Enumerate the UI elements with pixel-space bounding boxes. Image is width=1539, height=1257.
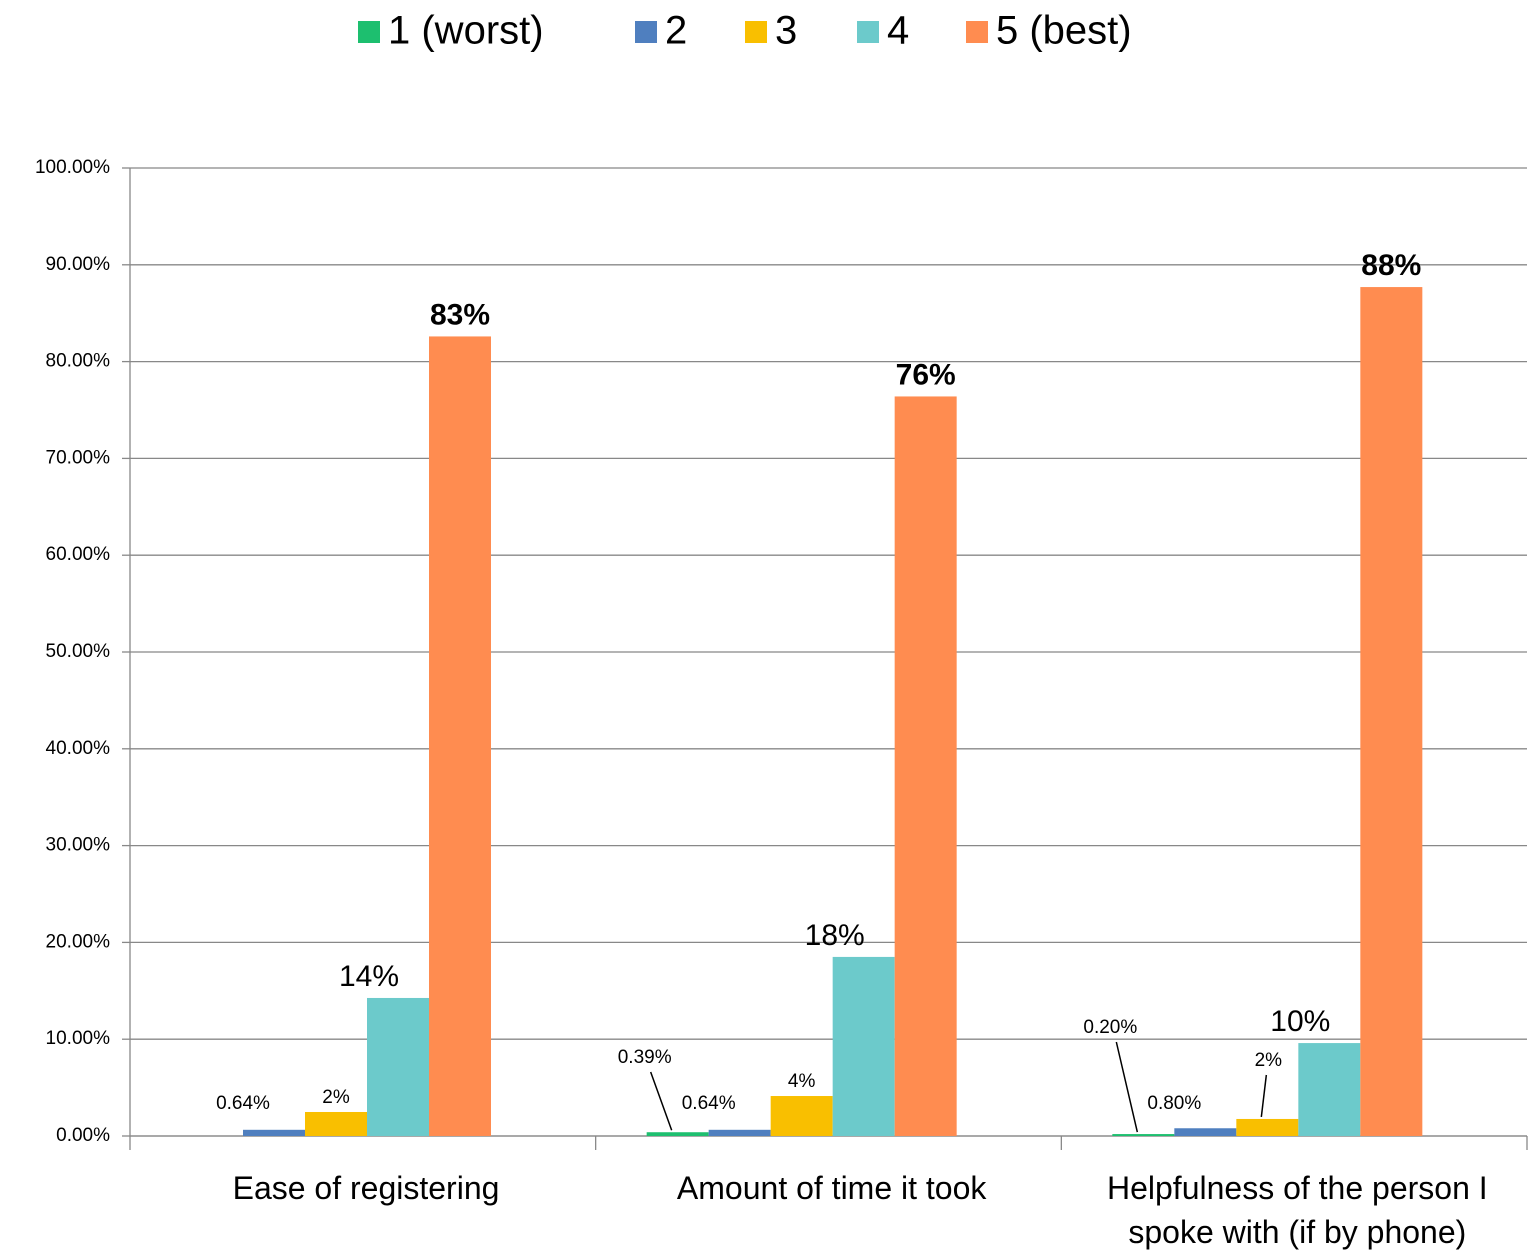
y-tick-label: 30.00%	[46, 835, 111, 856]
bar	[429, 336, 491, 1136]
bar	[1360, 287, 1423, 1137]
y-tick-label: 10.00%	[46, 1028, 111, 1049]
data-label: 83%	[430, 298, 490, 331]
data-label: 14%	[339, 960, 399, 993]
legend-label: 1 (worst)	[388, 9, 544, 53]
leader-line	[1260, 1074, 1268, 1118]
legend-swatch	[635, 21, 657, 43]
y-tick-label: 40.00%	[46, 738, 111, 759]
bar	[367, 997, 429, 1136]
data-label: 10%	[1270, 1005, 1330, 1038]
legend-swatch	[358, 21, 380, 43]
data-label: 18%	[805, 919, 865, 952]
bar	[1112, 1134, 1175, 1136]
data-label: 0.64%	[682, 1093, 736, 1114]
leader-line	[1115, 1041, 1139, 1133]
bar	[243, 1129, 305, 1136]
legend-swatch	[745, 21, 767, 43]
data-label: 0.39%	[618, 1047, 672, 1068]
legend-label: 3	[775, 9, 797, 53]
bar	[832, 956, 895, 1136]
leader-line	[649, 1071, 673, 1131]
data-label: 4%	[788, 1071, 816, 1092]
bar	[1174, 1128, 1237, 1136]
legend-swatch	[966, 21, 988, 43]
y-tick-label: 90.00%	[46, 254, 111, 275]
data-label: 76%	[896, 358, 956, 391]
y-tick-label: 70.00%	[46, 447, 111, 468]
bar	[770, 1096, 833, 1136]
legend-label: 2	[665, 9, 687, 53]
bar	[894, 396, 957, 1136]
data-label: 2%	[322, 1087, 350, 1108]
bar	[1298, 1043, 1361, 1136]
x-tick-label: Ease of registering	[232, 1170, 500, 1206]
y-tick-label: 60.00%	[46, 544, 111, 565]
y-tick-label: 80.00%	[46, 351, 111, 372]
data-label: 88%	[1361, 249, 1421, 282]
legend-label: 5 (best)	[996, 9, 1132, 53]
data-label: 0.64%	[216, 1093, 270, 1114]
x-tick-label: Amount of time it took	[676, 1170, 987, 1206]
legend-swatch	[857, 21, 879, 43]
data-label: 0.20%	[1083, 1017, 1137, 1038]
data-label: 2%	[1255, 1050, 1283, 1071]
x-tick-label: Helpfulness of the person I spoke with (…	[1106, 1170, 1488, 1250]
bar	[646, 1132, 709, 1136]
y-tick-label: 0.00%	[56, 1125, 110, 1146]
bar	[1236, 1118, 1299, 1136]
bar	[708, 1129, 771, 1136]
y-tick-label: 50.00%	[46, 641, 111, 662]
y-tick-label: 100.00%	[35, 157, 110, 178]
legend-label: 4	[887, 9, 909, 53]
data-label: 0.80%	[1147, 1093, 1201, 1114]
y-tick-label: 20.00%	[46, 931, 111, 952]
bar	[305, 1111, 367, 1136]
